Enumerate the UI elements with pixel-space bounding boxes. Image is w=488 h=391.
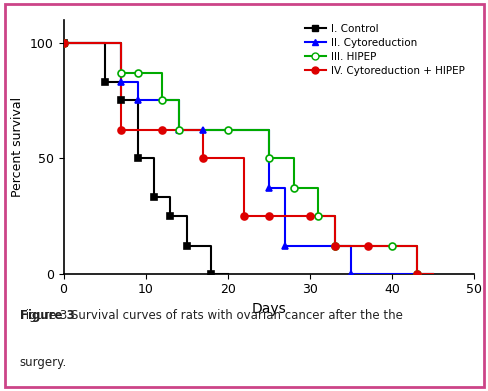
X-axis label: Days: Days: [251, 302, 286, 316]
Text: surgery.: surgery.: [20, 356, 67, 369]
Text: Figure 3: Figure 3: [20, 309, 74, 322]
Text: Figure 3 Survival curves of rats with ovarian cancer after the the: Figure 3 Survival curves of rats with ov…: [20, 309, 402, 322]
Y-axis label: Percent survival: Percent survival: [11, 97, 24, 197]
Legend: I. Control, II. Cytoreduction, III. HIPEP, IV. Cytoreduction + HIPEP: I. Control, II. Cytoreduction, III. HIPE…: [300, 20, 468, 80]
